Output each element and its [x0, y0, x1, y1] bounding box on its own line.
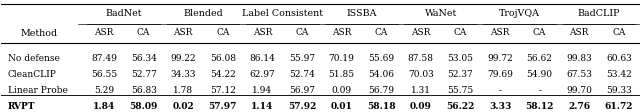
Text: 55.69: 55.69 [368, 54, 394, 63]
Text: 52.37: 52.37 [447, 70, 474, 79]
Text: Label Consistent: Label Consistent [242, 9, 323, 18]
Text: -: - [499, 86, 502, 95]
Text: 57.97: 57.97 [209, 102, 237, 111]
Text: CA: CA [374, 28, 388, 37]
Text: WaNet: WaNet [424, 9, 457, 18]
Text: 99.22: 99.22 [170, 54, 196, 63]
Text: 53.42: 53.42 [606, 70, 632, 79]
Text: ASR: ASR [173, 28, 193, 37]
Text: 34.33: 34.33 [170, 70, 196, 79]
Text: ASR: ASR [570, 28, 589, 37]
Text: 67.53: 67.53 [566, 70, 592, 79]
Text: 3.33: 3.33 [489, 102, 511, 111]
Text: 52.77: 52.77 [131, 70, 157, 79]
Text: 79.69: 79.69 [487, 70, 513, 79]
Text: ASR: ASR [94, 28, 114, 37]
Text: 54.22: 54.22 [210, 70, 236, 79]
Text: 58.09: 58.09 [129, 102, 158, 111]
Text: -: - [538, 86, 541, 95]
Text: Method: Method [21, 29, 58, 38]
Text: 86.14: 86.14 [250, 54, 275, 63]
Text: 58.18: 58.18 [367, 102, 396, 111]
Text: BadNet: BadNet [106, 9, 142, 18]
Text: 0.09: 0.09 [410, 102, 432, 111]
Text: 60.63: 60.63 [606, 54, 632, 63]
Text: CA: CA [216, 28, 230, 37]
Text: 51.85: 51.85 [328, 70, 355, 79]
Text: 5.29: 5.29 [94, 86, 114, 95]
Text: Linear Probe: Linear Probe [8, 86, 68, 95]
Text: ISSBA: ISSBA [346, 9, 377, 18]
Text: 2.76: 2.76 [568, 102, 590, 111]
Text: 61.72: 61.72 [605, 102, 633, 111]
Text: ASR: ASR [253, 28, 272, 37]
Text: 56.34: 56.34 [131, 54, 157, 63]
Text: RVPT: RVPT [8, 102, 35, 111]
Text: 56.97: 56.97 [289, 86, 315, 95]
Text: 1.14: 1.14 [252, 102, 273, 111]
Text: 56.62: 56.62 [527, 54, 552, 63]
Text: 1.84: 1.84 [93, 102, 115, 111]
Text: 87.58: 87.58 [408, 54, 434, 63]
Text: 0.02: 0.02 [172, 102, 194, 111]
Text: 54.90: 54.90 [527, 70, 552, 79]
Text: 0.09: 0.09 [332, 86, 352, 95]
Text: CA: CA [295, 28, 308, 37]
Text: ASR: ASR [411, 28, 431, 37]
Text: 99.83: 99.83 [566, 54, 592, 63]
Text: 56.22: 56.22 [446, 102, 475, 111]
Text: TrojVQA: TrojVQA [499, 9, 540, 18]
Text: 99.72: 99.72 [487, 54, 513, 63]
Text: 56.08: 56.08 [210, 54, 236, 63]
Text: 87.49: 87.49 [91, 54, 117, 63]
Text: Blended: Blended [183, 9, 223, 18]
Text: CA: CA [533, 28, 547, 37]
Text: ASR: ASR [490, 28, 509, 37]
Text: 57.12: 57.12 [210, 86, 236, 95]
Text: CA: CA [137, 28, 150, 37]
Text: BadCLIP: BadCLIP [578, 9, 620, 18]
Text: 55.97: 55.97 [289, 54, 315, 63]
Text: 56.83: 56.83 [131, 86, 157, 95]
Text: 59.33: 59.33 [606, 86, 632, 95]
Text: CleanCLIP: CleanCLIP [8, 70, 56, 79]
Text: 54.06: 54.06 [368, 70, 394, 79]
Text: 70.03: 70.03 [408, 70, 434, 79]
Text: 57.92: 57.92 [288, 102, 316, 111]
Text: 58.12: 58.12 [525, 102, 554, 111]
Text: 62.97: 62.97 [250, 70, 275, 79]
Text: 1.31: 1.31 [411, 86, 431, 95]
Text: CA: CA [612, 28, 625, 37]
Text: 0.01: 0.01 [331, 102, 353, 111]
Text: 99.70: 99.70 [566, 86, 592, 95]
Text: 56.79: 56.79 [368, 86, 394, 95]
Text: 55.75: 55.75 [447, 86, 474, 95]
Text: 56.55: 56.55 [91, 70, 117, 79]
Text: 1.78: 1.78 [173, 86, 193, 95]
Text: 52.74: 52.74 [289, 70, 315, 79]
Text: 1.94: 1.94 [252, 86, 273, 95]
Text: CA: CA [454, 28, 467, 37]
Text: 53.05: 53.05 [447, 54, 474, 63]
Text: ASR: ASR [332, 28, 351, 37]
Text: 70.19: 70.19 [329, 54, 355, 63]
Text: No defense: No defense [8, 54, 60, 63]
